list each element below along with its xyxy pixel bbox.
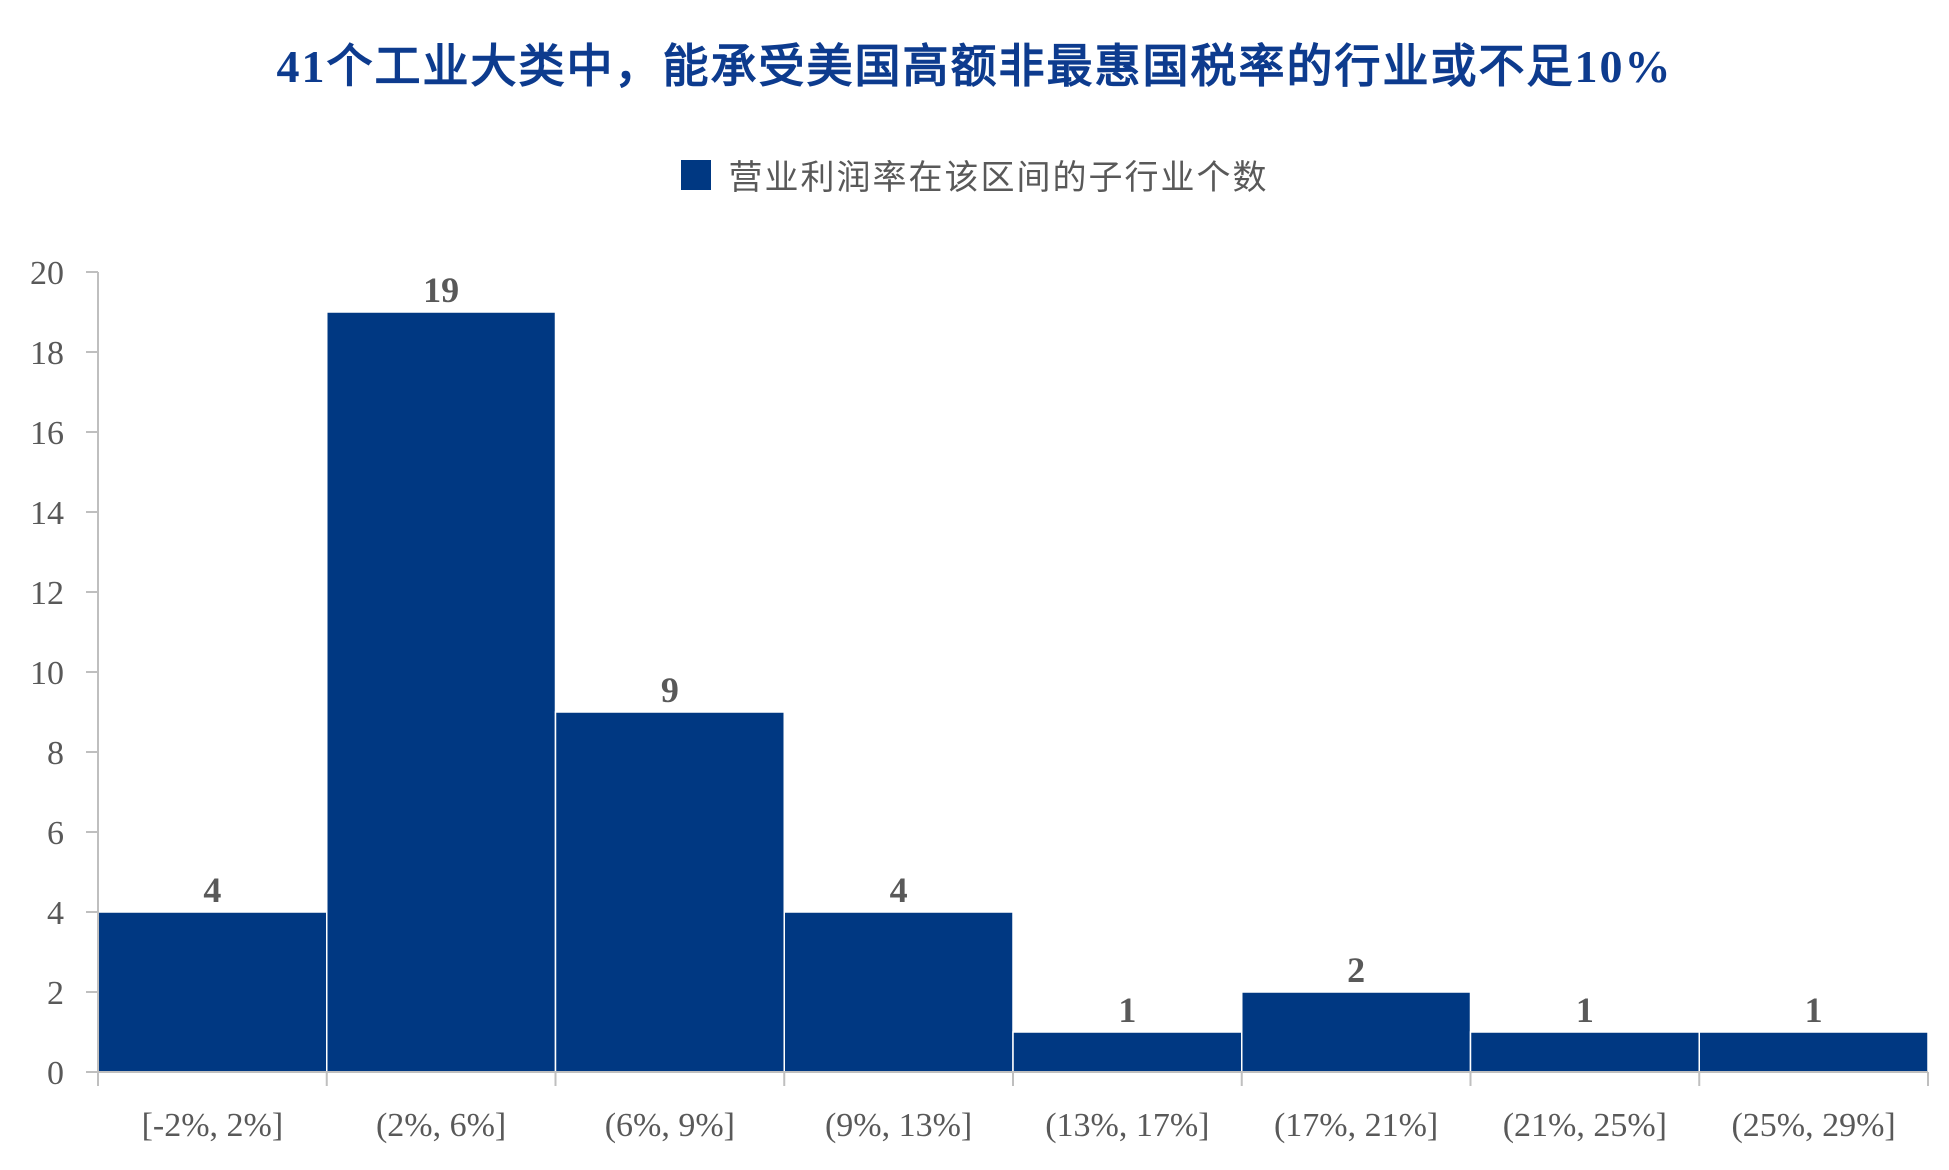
data-label: 9	[661, 670, 679, 710]
legend-swatch	[680, 159, 711, 190]
data-label: 1	[1118, 990, 1136, 1030]
x-tick-label: (13%, 17%]	[1045, 1107, 1209, 1144]
x-tick-label: (21%, 25%]	[1503, 1107, 1667, 1144]
data-label: 1	[1805, 990, 1823, 1030]
bar	[554, 711, 785, 1073]
y-tick-label: 2	[47, 975, 64, 1012]
data-label: 4	[203, 870, 221, 910]
y-tick-label: 4	[47, 895, 64, 932]
bar	[97, 911, 328, 1073]
bar	[1012, 1031, 1243, 1073]
chart-title: 41个工业大类中，能承受美国高额非最惠国税率的行业或不足10%	[276, 41, 1673, 92]
y-tick-label: 20	[30, 255, 64, 292]
bar	[1241, 991, 1472, 1073]
x-tick-label: (9%, 13%]	[825, 1107, 972, 1144]
y-tick-label: 8	[47, 735, 64, 772]
data-label: 19	[423, 270, 459, 310]
y-tick-label: 18	[30, 335, 64, 372]
y-tick-label: 14	[30, 495, 64, 532]
bar	[1469, 1031, 1700, 1073]
x-tick-label: [-2%, 2%]	[142, 1107, 284, 1144]
bar	[326, 311, 557, 1073]
x-tick-label: (17%, 21%]	[1274, 1107, 1438, 1144]
x-tick-label: (2%, 6%]	[376, 1107, 506, 1144]
bar	[783, 911, 1014, 1073]
y-tick-label: 16	[30, 415, 64, 452]
y-tick-label: 0	[47, 1055, 64, 1092]
y-tick-label: 10	[30, 655, 64, 692]
data-label: 1	[1576, 990, 1594, 1030]
legend: 营业利润率在该区间的子行业个数	[0, 150, 1949, 199]
data-label: 4	[890, 870, 908, 910]
legend-label: 营业利润率在该区间的子行业个数	[728, 160, 1269, 197]
bar	[1698, 1031, 1929, 1073]
y-tick-label: 6	[47, 815, 64, 852]
x-tick-label: (25%, 29%]	[1731, 1107, 1895, 1144]
y-tick-label: 12	[30, 575, 64, 612]
x-tick-label: (6%, 9%]	[605, 1107, 735, 1144]
data-label: 2	[1347, 950, 1365, 990]
